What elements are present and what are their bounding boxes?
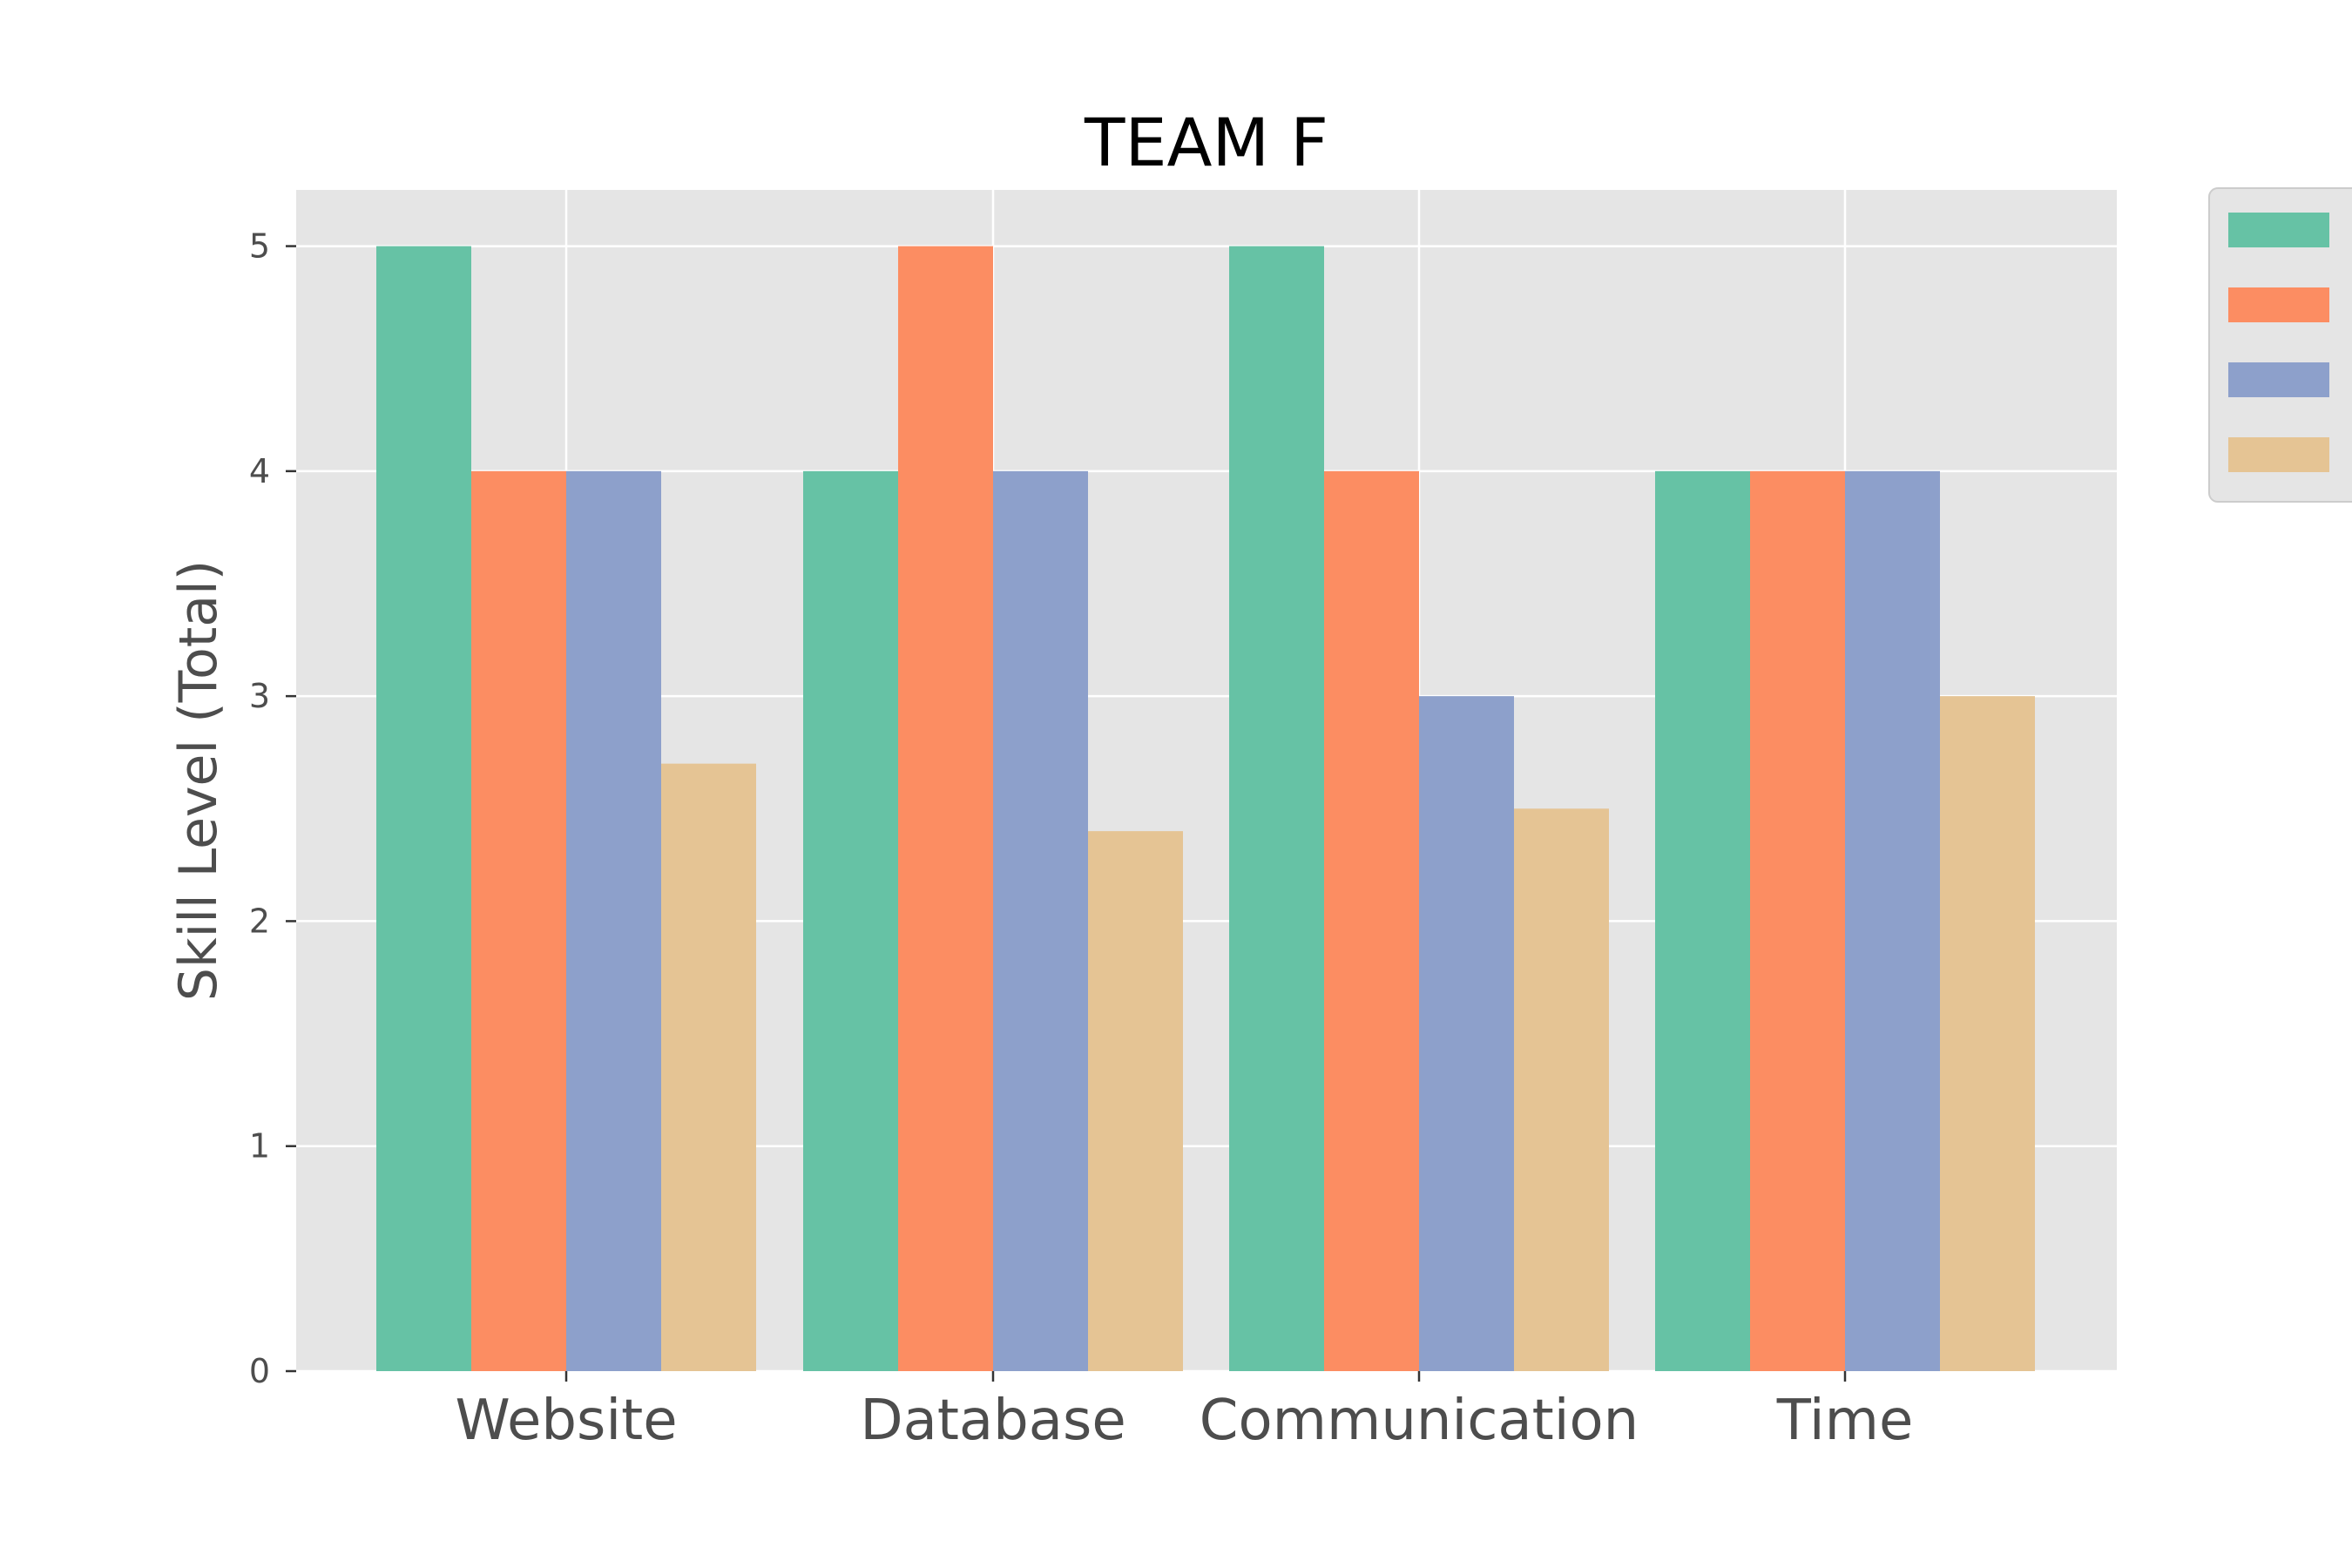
- bar-communication-series-1: [1229, 246, 1324, 1372]
- y-tick-label: 4: [249, 452, 270, 490]
- bar-time-series-4: [1940, 696, 2035, 1371]
- legend-box: [2208, 187, 2352, 503]
- legend-swatch-series-3: [2228, 362, 2329, 397]
- x-tick-label-website: Website: [455, 1389, 677, 1453]
- bar-database-series-1: [803, 470, 898, 1371]
- legend: [2208, 187, 2352, 503]
- bar-website-series-3: [566, 470, 661, 1371]
- bar-website-series-4: [661, 763, 756, 1371]
- bar-time-series-1: [1655, 470, 1750, 1371]
- bar-communication-series-4: [1514, 808, 1609, 1371]
- bar-website-series-2: [471, 470, 566, 1371]
- y-tick-label: 5: [249, 227, 270, 266]
- x-axis-ticks: Website Database Communication Time: [455, 1371, 1913, 1453]
- chart-title: TEAM F: [1084, 104, 1328, 181]
- y-tick-label: 1: [249, 1127, 270, 1166]
- x-tick-label-communication: Communication: [1200, 1389, 1639, 1453]
- x-tick-label-database: Database: [860, 1389, 1125, 1453]
- bars: [376, 246, 2035, 1372]
- y-axis-label: Skill Level (Total): [168, 560, 229, 1001]
- bar-database-series-4: [1088, 831, 1183, 1371]
- bar-website-series-1: [376, 246, 471, 1372]
- y-axis-ticks: 0 1 2 3 4 5: [249, 227, 296, 1390]
- y-tick-label: 2: [249, 902, 270, 940]
- bar-database-series-2: [898, 246, 993, 1372]
- legend-swatch-series-1: [2228, 213, 2329, 247]
- y-tick-label: 0: [249, 1352, 270, 1390]
- bar-communication-series-2: [1324, 470, 1419, 1371]
- x-tick-label-time: Time: [1776, 1389, 1914, 1453]
- bar-time-series-3: [1845, 470, 1940, 1371]
- bar-time-series-2: [1750, 470, 1845, 1371]
- legend-swatch-series-4: [2228, 437, 2329, 472]
- legend-swatch-series-2: [2228, 287, 2329, 322]
- y-tick-label: 3: [249, 677, 270, 715]
- bar-database-series-3: [993, 470, 1088, 1371]
- bar-communication-series-3: [1419, 696, 1514, 1371]
